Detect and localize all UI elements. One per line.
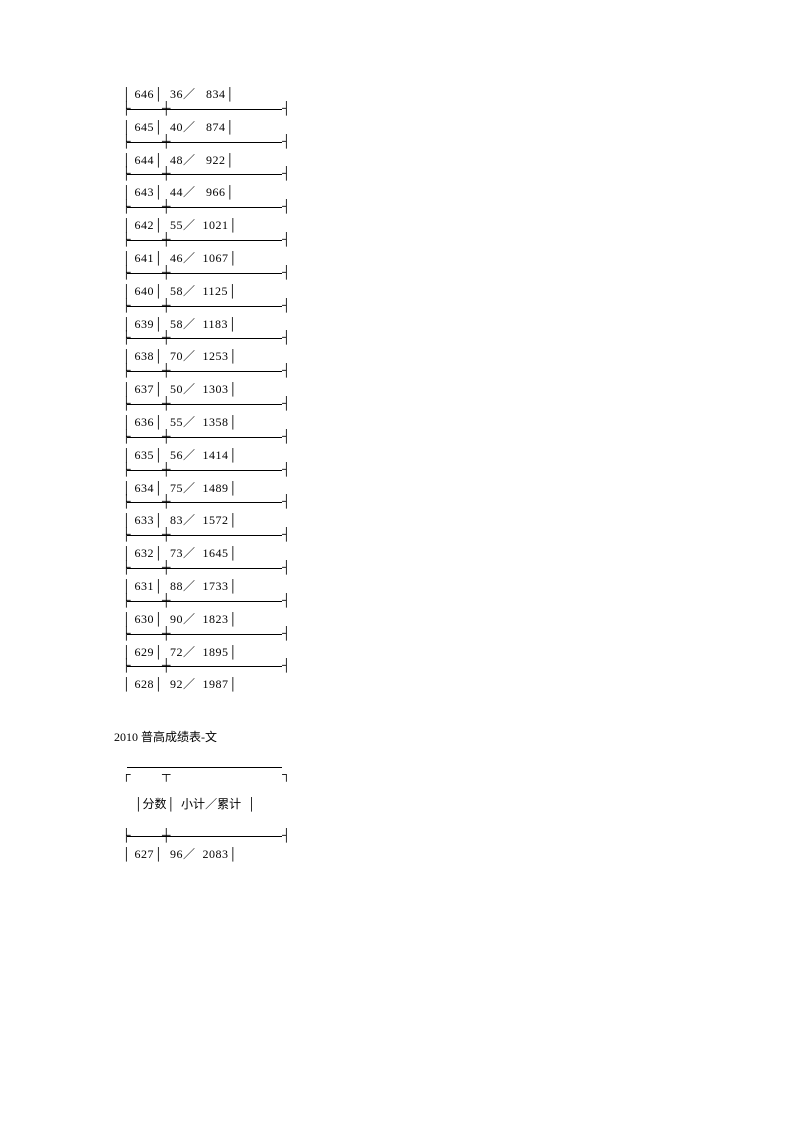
table-row: │ 634│ 75／ 1489│ — [122, 480, 794, 497]
table-row: │ 641│ 46／ 1067│ — [122, 250, 794, 267]
score-table-2: ┌ ┬ ┐ │分数│ 小计／累计 │ ├ ┼ ┤ │ 627│ 96／ 2083… — [122, 763, 794, 862]
table-header-row: │分数│ 小计／累计 │ — [122, 779, 794, 829]
table-row: │ 633│ 83／ 1572│ — [122, 512, 794, 529]
row-divider: ├┼┤ — [122, 267, 290, 283]
row-divider: ├┼┤ — [122, 628, 290, 644]
row-divider: ├┼┤ — [122, 234, 290, 250]
row-divider: ├┼┤ — [122, 168, 290, 184]
table-row: │ 638│ 70／ 1253│ — [122, 348, 794, 365]
row-divider: ├┼┤ — [122, 464, 290, 480]
row-divider: ├┼┤ — [122, 365, 290, 381]
table-row: │ 642│ 55／ 1021│ — [122, 217, 794, 234]
table-top-border: ┌ ┬ ┐ — [122, 763, 290, 779]
table-row: │ 631│ 88／ 1733│ — [122, 578, 794, 595]
header-score: 分数 — [143, 797, 167, 811]
section-title: 2010 普高成绩表-文 — [114, 728, 794, 745]
table-row: │ 640│ 58／ 1125│ — [122, 283, 794, 300]
table-row: │ 629│ 72／ 1895│ — [122, 644, 794, 661]
table-row: │ 646│ 36／ 834│ — [122, 86, 794, 103]
table-row: │ 632│ 73／ 1645│ — [122, 545, 794, 562]
score-table-1: │ 646│ 36／ 834│├┼┤│ 645│ 40／ 874│├┼┤│ 64… — [122, 86, 794, 693]
header-cumulative: 累计 — [217, 797, 241, 811]
row-divider: ├┼┤ — [122, 660, 290, 676]
row-divider: ├┼┤ — [122, 562, 290, 578]
table-row: │ 639│ 58／ 1183│ — [122, 316, 794, 333]
row-divider: ├┼┤ — [122, 398, 290, 414]
table-row: │ 627│ 96／ 2083│ — [122, 846, 794, 863]
table-row: │ 636│ 55／ 1358│ — [122, 414, 794, 431]
pipe-char: │ — [167, 797, 176, 811]
row-divider: ├┼┤ — [122, 332, 290, 348]
pipe-char: │ — [247, 797, 256, 811]
row-divider: ├ ┼ ┤ — [122, 830, 290, 846]
row-divider: ├┼┤ — [122, 136, 290, 152]
row-divider: ├┼┤ — [122, 103, 290, 119]
row-divider: ├┼┤ — [122, 300, 290, 316]
pipe-char: │ — [134, 797, 143, 811]
row-divider: ├┼┤ — [122, 529, 290, 545]
header-count: 小计 — [181, 797, 205, 811]
separator-char: ／ — [205, 797, 217, 811]
table-row: │ 643│ 44／ 966│ — [122, 184, 794, 201]
table-row: │ 635│ 56／ 1414│ — [122, 447, 794, 464]
table-row: │ 637│ 50／ 1303│ — [122, 381, 794, 398]
table-row: │ 628│ 92／ 1987│ — [122, 676, 794, 693]
row-divider: ├┼┤ — [122, 431, 290, 447]
table-row: │ 645│ 40／ 874│ — [122, 119, 794, 136]
row-divider: ├┼┤ — [122, 201, 290, 217]
row-divider: ├┼┤ — [122, 595, 290, 611]
table-row: │ 630│ 90／ 1823│ — [122, 611, 794, 628]
table-row: │ 644│ 48／ 922│ — [122, 152, 794, 169]
row-divider: ├┼┤ — [122, 496, 290, 512]
